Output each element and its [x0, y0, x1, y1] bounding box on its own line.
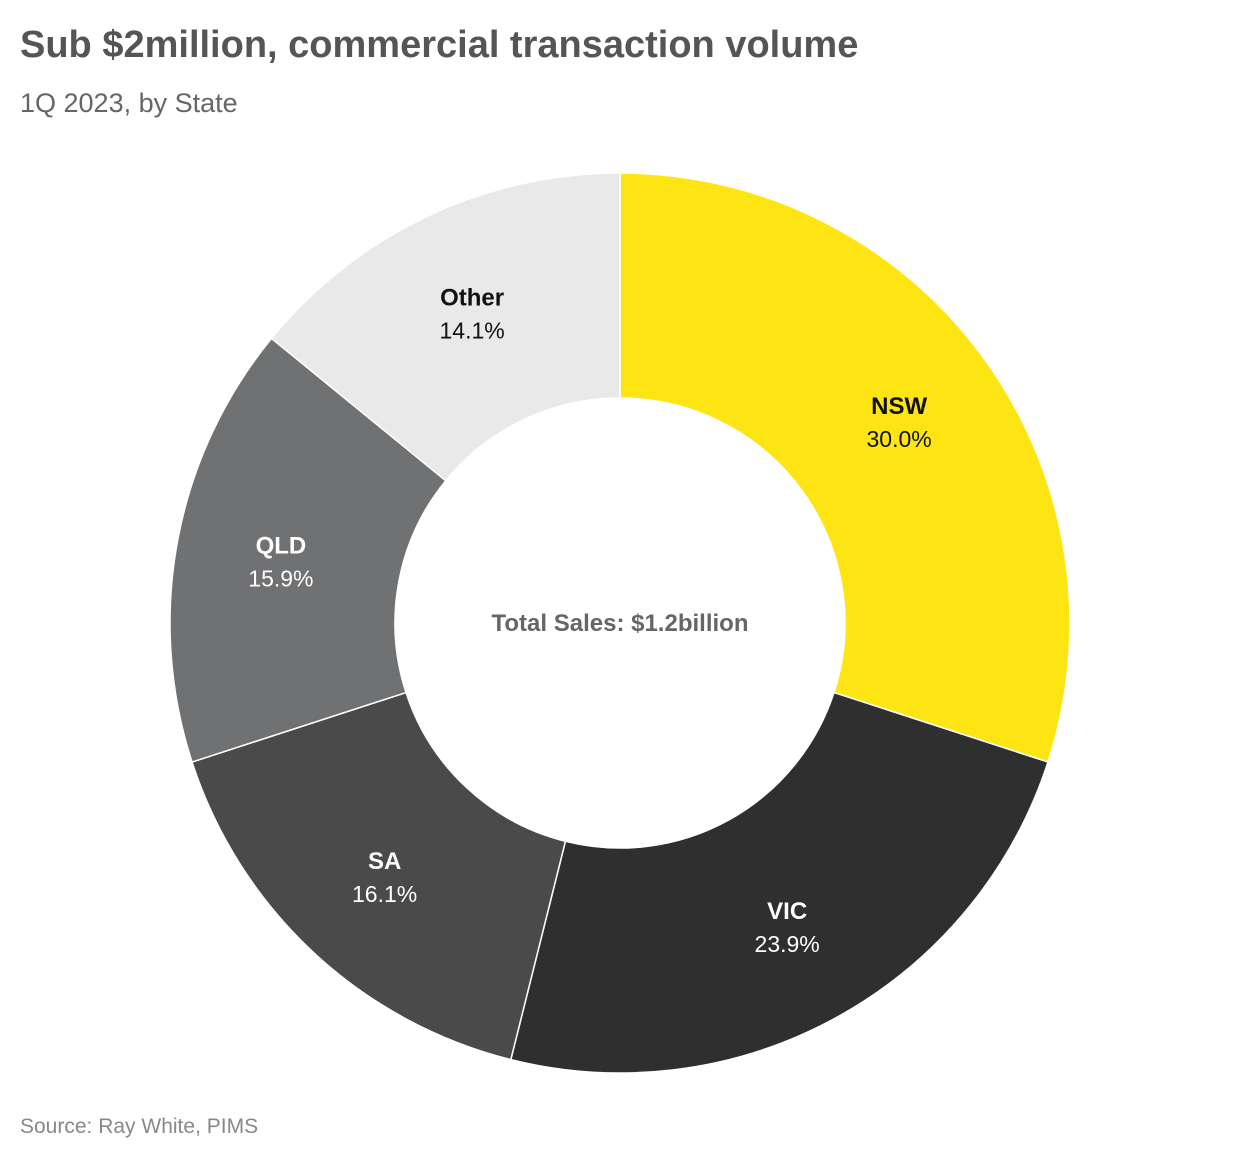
chart-title: Sub $2million, commercial transaction vo…	[20, 24, 859, 66]
slice-qld	[169, 337, 447, 764]
slice-vic	[509, 691, 1049, 1074]
slice-label-sa: SA	[368, 848, 401, 875]
center-total-label: Total Sales: $1.2billion	[492, 610, 749, 637]
source-note: Source: Ray White, PIMS	[20, 1115, 259, 1138]
slice-nsw	[619, 172, 1071, 764]
slice-label-vic: VIC	[767, 898, 807, 925]
slice-label-other: Other	[440, 284, 504, 311]
slice-value-qld: 15.9%	[248, 565, 313, 591]
slice-label-nsw: NSW	[871, 393, 927, 420]
slice-value-vic: 23.9%	[755, 931, 820, 957]
slice-value-nsw: 30.0%	[867, 426, 932, 452]
chart-subtitle: 1Q 2023, by State	[20, 88, 238, 118]
slice-value-other: 14.1%	[440, 317, 505, 343]
slice-other	[270, 172, 621, 482]
slice-sa	[191, 691, 567, 1061]
slice-label-qld: QLD	[256, 532, 307, 559]
slice-value-sa: 16.1%	[352, 881, 417, 907]
